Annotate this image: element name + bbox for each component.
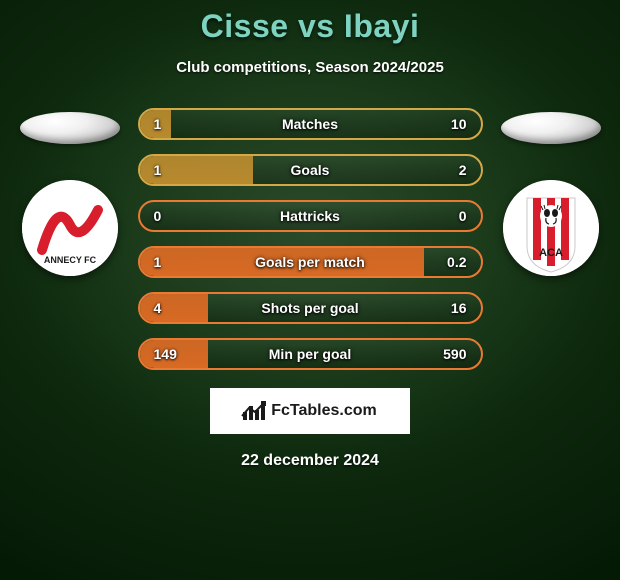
club-badge-left: ANNECY FC xyxy=(22,180,118,276)
stat-bars: 1Matches101Goals20Hattricks01Goals per m… xyxy=(138,108,483,370)
stat-left-value: 4 xyxy=(154,300,162,316)
stat-right-value: 16 xyxy=(451,300,467,316)
annecy-logo-icon: ANNECY FC xyxy=(22,180,118,276)
player-silhouette-right xyxy=(501,112,601,144)
aca-logo-icon: ACA xyxy=(503,180,599,276)
page-title: Cisse vs Ibayi xyxy=(201,8,420,45)
right-player-column: ACA xyxy=(501,108,601,276)
date-text: 22 december 2024 xyxy=(241,452,379,470)
comparison-body: ANNECY FC 1Matches101Goals20Hattricks01G… xyxy=(0,108,620,370)
stat-right-value: 10 xyxy=(451,116,467,132)
player-silhouette-left xyxy=(20,112,120,144)
stat-bar-fill xyxy=(140,294,208,322)
brand-text: FcTables.com xyxy=(271,402,377,420)
stat-left-value: 1 xyxy=(154,162,162,178)
stat-bar: 1Matches10 xyxy=(138,108,483,140)
stat-right-value: 0.2 xyxy=(447,254,466,270)
stat-bar: 1Goals2 xyxy=(138,154,483,186)
bar-chart-icon xyxy=(243,402,265,420)
stat-left-value: 1 xyxy=(154,116,162,132)
page-subtitle: Club competitions, Season 2024/2025 xyxy=(176,59,444,76)
svg-text:ACA: ACA xyxy=(539,247,563,259)
club-badge-right: ACA xyxy=(503,180,599,276)
infographic-container: Cisse vs Ibayi Club competitions, Season… xyxy=(0,0,620,580)
stat-bar: 149Min per goal590 xyxy=(138,338,483,370)
stat-bar-fill xyxy=(140,248,424,276)
stat-left-value: 0 xyxy=(154,208,162,224)
stat-right-value: 2 xyxy=(459,162,467,178)
stat-bar: 1Goals per match0.2 xyxy=(138,246,483,278)
stat-label: Hattricks xyxy=(140,208,481,224)
stat-label: Matches xyxy=(140,116,481,132)
stat-left-value: 1 xyxy=(154,254,162,270)
left-player-column: ANNECY FC xyxy=(20,108,120,276)
stat-right-value: 590 xyxy=(443,346,466,362)
stat-right-value: 0 xyxy=(459,208,467,224)
brand-logo-box: FcTables.com xyxy=(210,388,410,434)
stat-bar: 0Hattricks0 xyxy=(138,200,483,232)
stat-left-value: 149 xyxy=(154,346,177,362)
stat-bar: 4Shots per goal16 xyxy=(138,292,483,324)
svg-text:ANNECY FC: ANNECY FC xyxy=(43,255,96,265)
